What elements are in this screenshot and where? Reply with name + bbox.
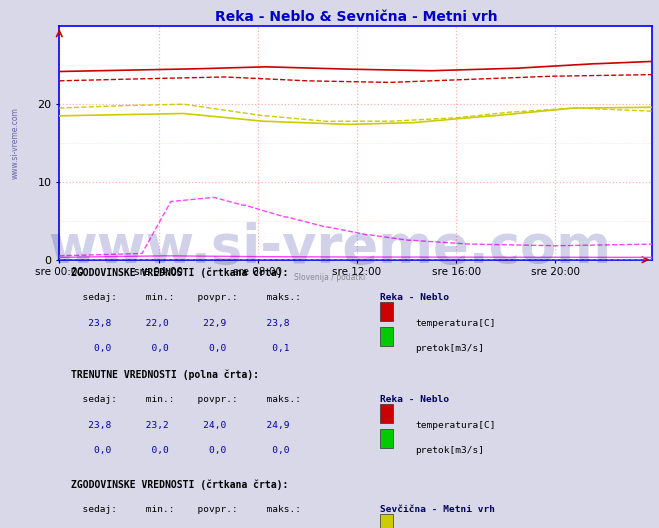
Text: www.si-vreme.com: www.si-vreme.com (11, 107, 19, 179)
Text: Slovenija / podatki: Slovenija / podatki (294, 272, 365, 282)
Text: Reka - Neblo: Reka - Neblo (380, 293, 449, 302)
Text: pretok[m3/s]: pretok[m3/s] (415, 344, 484, 353)
Text: Reka - Neblo: Reka - Neblo (380, 395, 449, 404)
Title: Reka - Neblo & Sevnična - Metni vrh: Reka - Neblo & Sevnična - Metni vrh (215, 10, 497, 24)
Text: 0,0       0,0       0,0        0,1: 0,0 0,0 0,0 0,1 (71, 344, 290, 353)
Text: temperatura[C]: temperatura[C] (415, 319, 496, 328)
Text: ZGODOVINSKE VREDNOSTI (črtkana črta):: ZGODOVINSKE VREDNOSTI (črtkana črta): (71, 268, 289, 278)
Bar (380, 429, 393, 448)
Text: www.si-vreme.com: www.si-vreme.com (48, 222, 611, 274)
Text: Sevčična - Metni vrh: Sevčična - Metni vrh (380, 505, 495, 514)
Text: pretok[m3/s]: pretok[m3/s] (415, 446, 484, 455)
Text: temperatura[C]: temperatura[C] (415, 421, 496, 430)
Bar (380, 302, 393, 320)
Text: TRENUTNE VREDNOSTI (polna črta):: TRENUTNE VREDNOSTI (polna črta): (71, 370, 259, 380)
Text: 23,8      22,0      22,9       23,8: 23,8 22,0 22,9 23,8 (71, 319, 290, 328)
Text: sedaj:     min.:    povpr.:     maks.:: sedaj: min.: povpr.: maks.: (71, 505, 301, 514)
Bar (380, 404, 393, 422)
Text: sedaj:     min.:    povpr.:     maks.:: sedaj: min.: povpr.: maks.: (71, 293, 301, 302)
Text: ZGODOVINSKE VREDNOSTI (črtkana črta):: ZGODOVINSKE VREDNOSTI (črtkana črta): (71, 480, 289, 490)
Text: sedaj:     min.:    povpr.:     maks.:: sedaj: min.: povpr.: maks.: (71, 395, 301, 404)
Text: 0,0       0,0       0,0        0,0: 0,0 0,0 0,0 0,0 (71, 446, 290, 455)
Bar (380, 327, 393, 346)
Text: 23,8      23,2      24,0       24,9: 23,8 23,2 24,0 24,9 (71, 421, 290, 430)
Bar (380, 514, 393, 528)
